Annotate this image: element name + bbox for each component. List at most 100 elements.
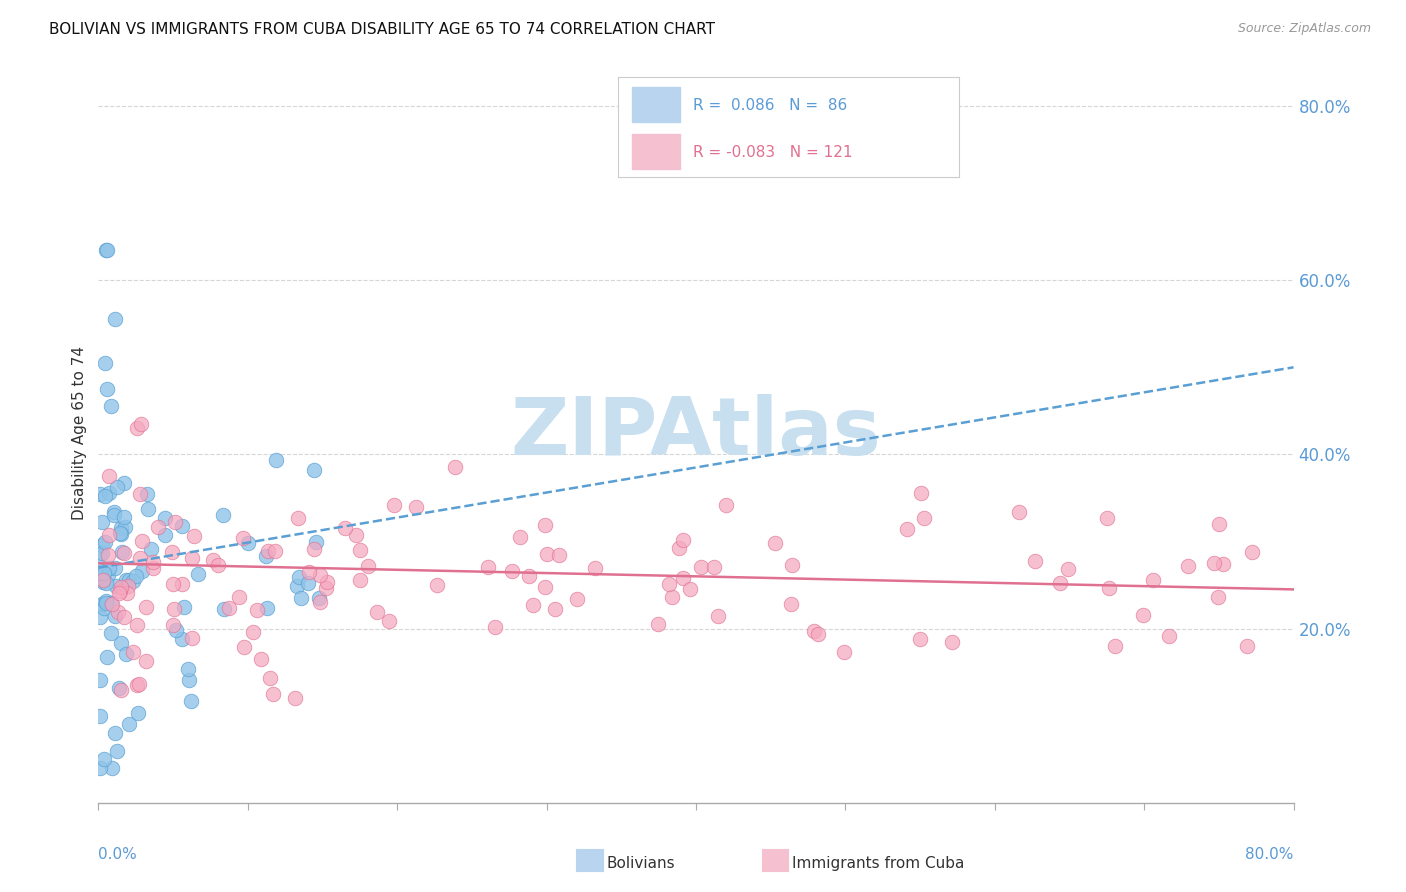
Point bbox=[212, 508, 235, 522]
Point bbox=[647, 616, 669, 631]
Point bbox=[544, 602, 567, 616]
Point bbox=[131, 565, 153, 579]
Point bbox=[97, 528, 120, 542]
Point bbox=[93, 575, 115, 590]
Point bbox=[180, 631, 202, 645]
Point bbox=[583, 561, 606, 575]
Point bbox=[114, 520, 136, 534]
Point bbox=[90, 564, 112, 578]
Point bbox=[910, 485, 932, 500]
Point bbox=[382, 498, 405, 512]
Point bbox=[110, 521, 132, 535]
Point bbox=[689, 560, 711, 574]
Point bbox=[658, 577, 681, 591]
Point bbox=[89, 548, 111, 562]
Point bbox=[162, 576, 184, 591]
Point bbox=[93, 752, 115, 766]
Point bbox=[1236, 639, 1258, 653]
Point bbox=[1057, 562, 1080, 576]
Point bbox=[285, 578, 308, 592]
Point bbox=[100, 761, 122, 775]
Point bbox=[112, 509, 135, 524]
Point bbox=[108, 526, 131, 541]
Point bbox=[148, 519, 170, 533]
Text: BOLIVIAN VS IMMIGRANTS FROM CUBA DISABILITY AGE 65 TO 74 CORRELATION CHART: BOLIVIAN VS IMMIGRANTS FROM CUBA DISABIL… bbox=[49, 22, 716, 37]
Point bbox=[180, 694, 202, 708]
Point bbox=[111, 545, 134, 559]
Point bbox=[1177, 559, 1199, 574]
Point bbox=[118, 573, 141, 587]
Point bbox=[104, 561, 127, 575]
Point bbox=[254, 549, 277, 564]
Point bbox=[89, 487, 111, 501]
Point bbox=[534, 580, 557, 594]
Point bbox=[100, 597, 122, 611]
Point bbox=[103, 508, 125, 522]
Point bbox=[165, 516, 187, 530]
Point bbox=[105, 480, 128, 494]
Point bbox=[91, 538, 114, 552]
Point bbox=[108, 586, 131, 600]
Point bbox=[298, 566, 321, 580]
Point bbox=[517, 569, 540, 583]
Point bbox=[304, 462, 326, 476]
Point bbox=[405, 500, 427, 514]
Point bbox=[97, 561, 120, 575]
Point bbox=[287, 510, 309, 524]
Point bbox=[127, 421, 149, 435]
Point bbox=[1095, 510, 1118, 524]
Point bbox=[1159, 629, 1181, 643]
Point bbox=[803, 624, 825, 638]
Point bbox=[117, 717, 139, 731]
Point bbox=[780, 558, 803, 573]
Point bbox=[807, 627, 830, 641]
Point bbox=[250, 652, 273, 666]
Point bbox=[207, 558, 229, 573]
Point bbox=[661, 591, 683, 605]
Point bbox=[941, 634, 963, 648]
Point bbox=[129, 487, 152, 501]
Point bbox=[163, 602, 186, 616]
Point bbox=[135, 654, 157, 668]
Point bbox=[1208, 516, 1230, 531]
Text: Bolivians: Bolivians bbox=[606, 856, 675, 871]
Point bbox=[125, 678, 148, 692]
Point bbox=[96, 650, 118, 665]
Point bbox=[94, 243, 117, 257]
Point bbox=[256, 544, 278, 558]
Point bbox=[201, 553, 224, 567]
Point bbox=[89, 572, 111, 586]
Point bbox=[177, 662, 200, 676]
Point bbox=[103, 506, 125, 520]
Point bbox=[536, 547, 558, 561]
Text: 0.0%: 0.0% bbox=[98, 847, 138, 863]
Point bbox=[232, 640, 254, 654]
Point bbox=[284, 691, 307, 706]
Point bbox=[135, 600, 157, 615]
Point bbox=[98, 486, 121, 500]
Point bbox=[173, 599, 195, 614]
Point bbox=[91, 516, 114, 530]
Point bbox=[264, 453, 287, 467]
Point bbox=[153, 511, 176, 525]
Point bbox=[908, 632, 931, 646]
Point bbox=[242, 624, 264, 639]
Point bbox=[309, 568, 332, 582]
Point bbox=[547, 549, 569, 563]
Point bbox=[104, 609, 127, 624]
Point bbox=[96, 593, 118, 607]
Point bbox=[131, 534, 153, 549]
Point bbox=[357, 558, 380, 573]
Point bbox=[426, 577, 449, 591]
Point bbox=[96, 243, 118, 257]
Point bbox=[256, 600, 278, 615]
Point bbox=[1212, 558, 1234, 572]
Point bbox=[89, 673, 111, 687]
Point bbox=[232, 531, 254, 545]
Point bbox=[112, 546, 135, 560]
Point bbox=[105, 743, 128, 757]
Point bbox=[135, 487, 157, 501]
Point bbox=[129, 550, 152, 565]
Point bbox=[344, 528, 367, 542]
Text: 80.0%: 80.0% bbox=[1246, 847, 1294, 863]
